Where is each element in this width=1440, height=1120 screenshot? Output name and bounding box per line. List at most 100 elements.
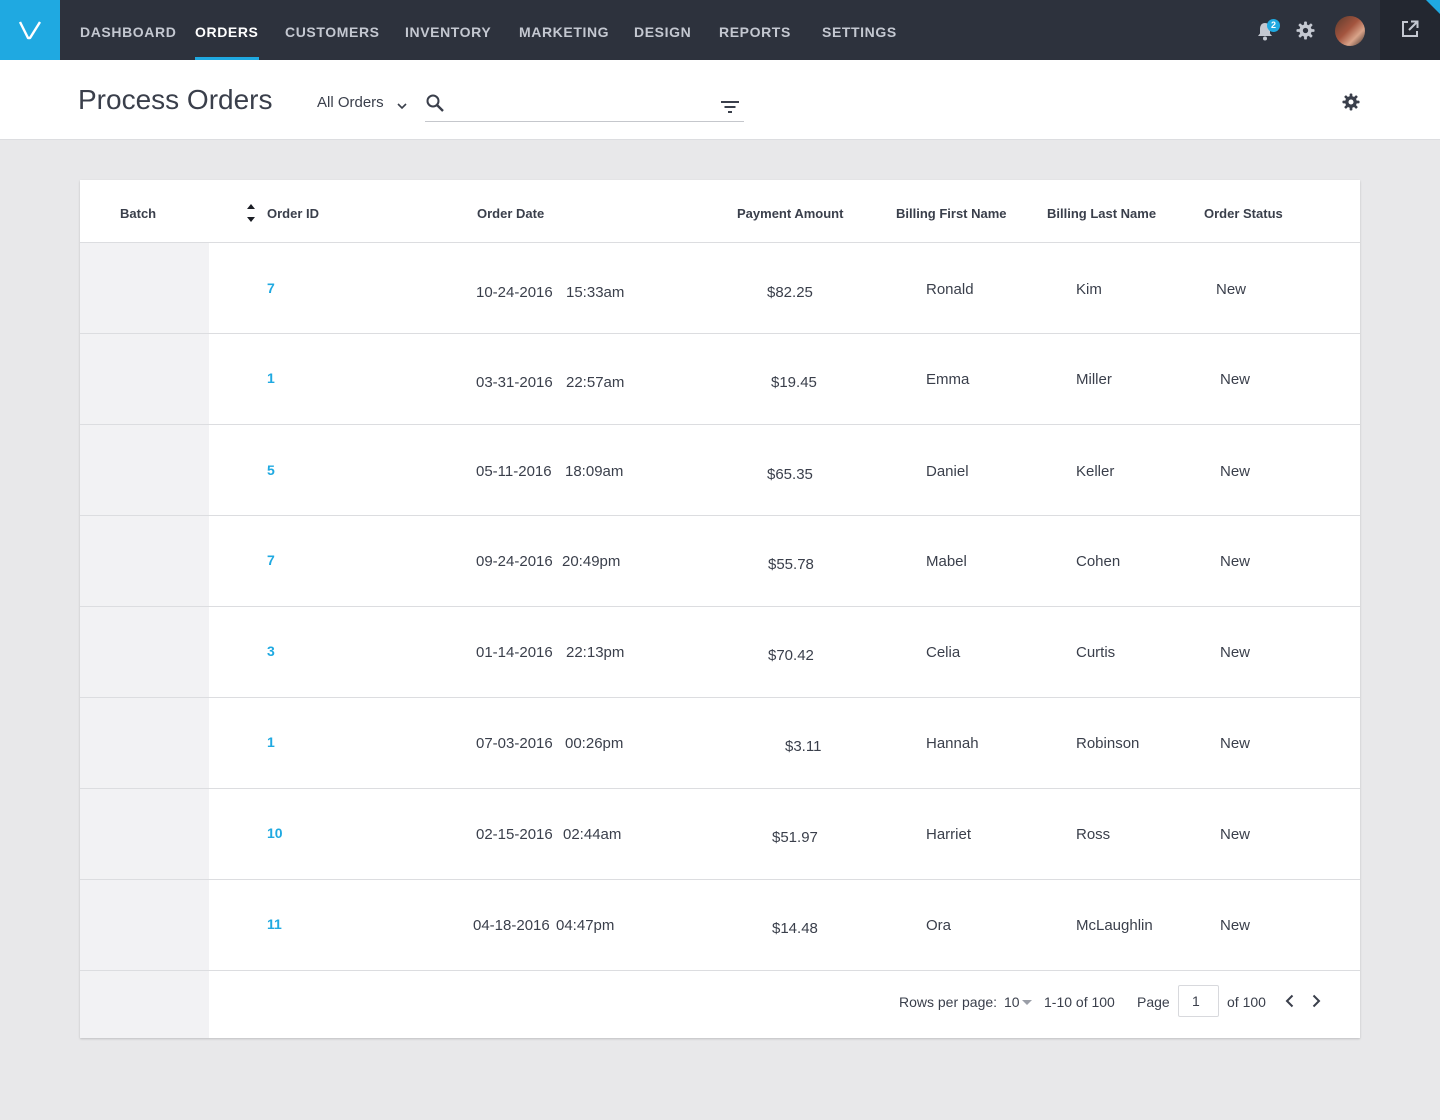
nav-dashboard[interactable]: DASHBOARD xyxy=(80,24,177,40)
billing-last-name: Ross xyxy=(1076,826,1111,843)
payment-amount: $70.42 xyxy=(768,647,814,664)
sort-icon[interactable] xyxy=(245,202,257,224)
filter-lines-icon[interactable] xyxy=(721,100,739,114)
order-id-link[interactable]: 5 xyxy=(267,462,275,478)
billing-last-name: Keller xyxy=(1076,463,1115,480)
page-number-input[interactable] xyxy=(1178,985,1219,1017)
payment-amount: $19.45 xyxy=(771,374,817,391)
payment-amount: $82.25 xyxy=(767,284,813,301)
order-filter-dropdown[interactable]: All Orders xyxy=(317,94,384,111)
orders-table-card: Batch Order ID Order Date Payment Amount… xyxy=(80,180,1360,1038)
order-date: 03-31-2016 xyxy=(476,374,553,391)
caret-down-icon[interactable] xyxy=(1022,1000,1032,1005)
avatar[interactable] xyxy=(1335,16,1365,46)
nav-orders[interactable]: ORDERS xyxy=(195,0,259,60)
order-date: 04-18-2016 xyxy=(473,917,550,934)
billing-last-name: Kim xyxy=(1076,281,1102,298)
billing-last-name: Robinson xyxy=(1076,735,1140,752)
payment-amount: $51.97 xyxy=(772,829,818,846)
col-header-order-status[interactable]: Order Status xyxy=(1204,206,1283,221)
page-label: Page xyxy=(1137,994,1170,1010)
payment-amount: $55.78 xyxy=(768,556,814,573)
billing-first-name: Daniel xyxy=(926,463,969,480)
payment-amount: $65.35 xyxy=(767,466,813,483)
v-logo-icon[interactable] xyxy=(0,0,60,60)
order-time: 20:49pm xyxy=(562,553,621,570)
col-header-batch[interactable]: Batch xyxy=(120,206,157,221)
col-header-billing-first-name[interactable]: Billing First Name xyxy=(896,206,1007,221)
nav-settings[interactable]: SETTINGS xyxy=(822,24,897,40)
external-link-button[interactable] xyxy=(1380,0,1440,60)
table-row[interactable]: 3 01-14-2016 22:13pm $70.42 Celia Curtis… xyxy=(80,607,1360,698)
order-id-link[interactable]: 7 xyxy=(267,280,275,296)
order-status: New xyxy=(1220,371,1251,388)
col-header-order-id[interactable]: Order ID xyxy=(267,206,320,221)
order-time: 04:47pm xyxy=(556,917,615,934)
settings-gear-icon[interactable] xyxy=(1342,93,1360,111)
chevron-left-icon[interactable] xyxy=(1283,993,1297,1009)
table-row[interactable]: 10 02-15-2016 02:44am $51.97 Harriet Ros… xyxy=(80,789,1360,880)
order-status: New xyxy=(1220,553,1251,570)
nav-inventory[interactable]: INVENTORY xyxy=(405,24,492,40)
top-nav-bar: DASHBOARD ORDERS CUSTOMERS INVENTORY MAR… xyxy=(0,0,1440,60)
order-date: 01-14-2016 xyxy=(476,644,553,661)
search-input[interactable] xyxy=(455,92,705,116)
external-link-icon xyxy=(1402,20,1419,37)
billing-last-name: Curtis xyxy=(1076,644,1116,661)
nav-design[interactable]: DESIGN xyxy=(634,24,692,40)
col-header-payment-amount[interactable]: Payment Amount xyxy=(737,206,844,221)
billing-first-name: Mabel xyxy=(926,553,967,570)
order-date: 09-24-2016 xyxy=(476,553,553,570)
order-date: 07-03-2016 xyxy=(476,735,553,752)
payment-amount: $14.48 xyxy=(772,920,818,937)
order-id-link[interactable]: 3 xyxy=(267,643,275,659)
payment-amount: $3.11 xyxy=(785,738,822,755)
order-id-link[interactable]: 1 xyxy=(267,734,275,750)
billing-first-name: Harriet xyxy=(926,826,972,843)
billing-first-name: Emma xyxy=(926,371,970,388)
pagination: Rows per page: 10 1-10 of 100 Page of 10… xyxy=(80,968,1360,1038)
order-status: New xyxy=(1220,463,1251,480)
order-status: New xyxy=(1216,281,1247,298)
chevron-right-icon[interactable] xyxy=(1309,993,1323,1009)
table-row[interactable]: 1 03-31-2016 22:57am $19.45 Emma Miller … xyxy=(80,334,1360,425)
order-date: 02-15-2016 xyxy=(476,826,553,843)
order-date: 05-11-2016 xyxy=(476,463,552,480)
rows-per-page-select[interactable]: 10 xyxy=(1004,994,1020,1010)
table-row[interactable]: 5 05-11-2016 18:09am $65.35 Daniel Kelle… xyxy=(80,425,1360,516)
table-row[interactable]: 7 09-24-2016 20:49pm $55.78 Mabel Cohen … xyxy=(80,516,1360,607)
order-status: New xyxy=(1220,917,1251,934)
billing-last-name: Cohen xyxy=(1076,553,1121,570)
order-id-link[interactable]: 11 xyxy=(267,916,282,932)
order-time: 15:33am xyxy=(566,284,625,301)
order-time: 18:09am xyxy=(565,463,624,480)
batch-column-bg xyxy=(80,243,209,1038)
col-header-order-date[interactable]: Order Date xyxy=(477,206,545,221)
table-row[interactable]: 11 04-18-2016 04:47pm $14.48 Ora McLaugh… xyxy=(80,880,1360,971)
order-time: 00:26pm xyxy=(565,735,624,752)
nav-marketing[interactable]: MARKETING xyxy=(519,24,610,40)
order-id-link[interactable]: 7 xyxy=(267,552,275,568)
nav-customers[interactable]: CUSTOMERS xyxy=(285,24,380,40)
col-header-billing-last-name[interactable]: Billing Last Name xyxy=(1047,206,1157,221)
billing-first-name: Hannah xyxy=(926,735,979,752)
chevron-down-icon[interactable] xyxy=(396,100,408,112)
order-time: 22:13pm xyxy=(566,644,625,661)
page-total: of 100 xyxy=(1227,994,1266,1010)
order-time: 02:44am xyxy=(563,826,622,843)
table-row[interactable]: 1 07-03-2016 00:26pm $3.11 Hannah Robins… xyxy=(80,698,1360,789)
billing-last-name: Miller xyxy=(1076,371,1112,388)
page-header: Process Orders All Orders xyxy=(0,60,1440,140)
notification-badge: 2 xyxy=(1267,19,1280,32)
order-date: 10-24-2016 xyxy=(476,284,553,301)
page-range: 1-10 of 100 xyxy=(1044,994,1115,1010)
nav-reports[interactable]: REPORTS xyxy=(719,24,791,40)
order-id-link[interactable]: 1 xyxy=(267,370,275,386)
search-icon xyxy=(426,94,444,112)
order-status: New xyxy=(1220,644,1251,661)
billing-first-name: Ronald xyxy=(926,281,974,298)
order-id-link[interactable]: 10 xyxy=(267,825,283,841)
gear-icon[interactable] xyxy=(1296,21,1315,40)
table-row[interactable]: 7 10-24-2016 15:33am $82.25 Ronald Kim N… xyxy=(80,243,1360,334)
search-bar xyxy=(425,88,744,122)
